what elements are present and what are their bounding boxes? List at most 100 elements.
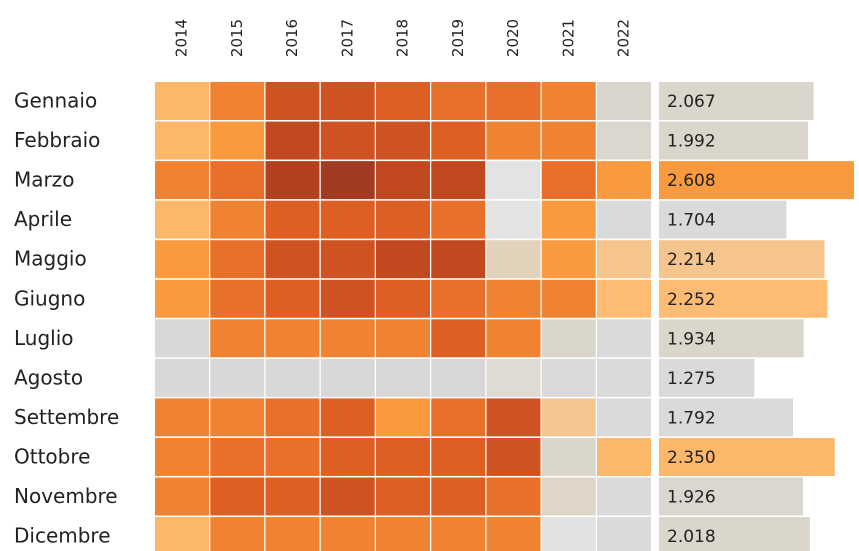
year-label: 2021 bbox=[559, 19, 577, 57]
month-label: Giugno bbox=[14, 286, 85, 310]
month-label: Aprile bbox=[14, 207, 72, 231]
heat-cell bbox=[376, 161, 430, 200]
year-label: 2022 bbox=[615, 19, 633, 57]
heat-cell bbox=[541, 437, 596, 476]
bar-label: 2.067 bbox=[667, 92, 716, 112]
heat-cell bbox=[210, 161, 265, 200]
heat-cell bbox=[597, 200, 651, 239]
heat-cell bbox=[210, 121, 265, 160]
heat-cell bbox=[486, 437, 541, 476]
month-label: Ottobre bbox=[14, 444, 90, 468]
heat-cell bbox=[265, 121, 320, 160]
bar bbox=[659, 240, 825, 279]
heat-cell bbox=[431, 161, 486, 200]
heat-cell bbox=[155, 358, 209, 397]
heat-cell bbox=[541, 358, 596, 397]
heat-cell bbox=[265, 358, 320, 397]
heat-cell bbox=[320, 398, 375, 437]
heat-cell bbox=[210, 358, 265, 397]
bar-label: 2.350 bbox=[667, 448, 716, 468]
heat-cell bbox=[431, 398, 486, 437]
heat-cell bbox=[597, 319, 651, 358]
heat-cell bbox=[486, 240, 541, 279]
bar bbox=[659, 82, 814, 120]
heat-cell bbox=[597, 358, 651, 397]
heat-cell bbox=[431, 121, 486, 160]
heat-cell bbox=[320, 279, 375, 318]
heat-cell bbox=[431, 82, 486, 120]
heat-cell bbox=[210, 279, 265, 318]
month-label: Luglio bbox=[14, 326, 74, 350]
heat-cell bbox=[541, 279, 596, 318]
bar-label: 1.792 bbox=[667, 408, 716, 428]
bar-label: 2.608 bbox=[667, 171, 716, 191]
heat-cell bbox=[320, 200, 375, 239]
month-label: Gennaio bbox=[14, 89, 97, 113]
bar-label: 2.214 bbox=[667, 250, 716, 270]
bar-label: 1.704 bbox=[667, 211, 716, 231]
heat-cell bbox=[320, 121, 375, 160]
heat-cell bbox=[265, 279, 320, 318]
heat-cell bbox=[376, 477, 430, 516]
heat-cell bbox=[210, 200, 265, 239]
heat-cell bbox=[486, 161, 541, 200]
heat-cell bbox=[210, 82, 265, 120]
heat-cell bbox=[320, 517, 375, 551]
heat-cell bbox=[431, 279, 486, 318]
heat-cell bbox=[155, 279, 209, 318]
month-label: Maggio bbox=[14, 247, 87, 271]
month-label: Febbraio bbox=[14, 128, 100, 152]
heat-cell bbox=[155, 437, 209, 476]
heat-cell bbox=[376, 517, 430, 551]
bar bbox=[659, 517, 810, 551]
heat-cell bbox=[376, 319, 430, 358]
year-label: 2016 bbox=[283, 19, 301, 57]
bar bbox=[659, 200, 787, 239]
heat-cell bbox=[431, 200, 486, 239]
heat-cell bbox=[486, 319, 541, 358]
heat-cell bbox=[155, 319, 209, 358]
bar bbox=[659, 477, 804, 516]
heat-cell bbox=[320, 437, 375, 476]
bar bbox=[659, 358, 755, 397]
heat-cell bbox=[431, 437, 486, 476]
heat-cell bbox=[265, 437, 320, 476]
heat-cell bbox=[155, 398, 209, 437]
bar bbox=[659, 121, 808, 160]
heat-cell bbox=[486, 82, 541, 120]
heat-cell bbox=[210, 319, 265, 358]
heat-cell bbox=[486, 121, 541, 160]
year-label: 2017 bbox=[338, 19, 356, 57]
month-label: Agosto bbox=[14, 365, 83, 389]
heat-cell bbox=[155, 477, 209, 516]
bar-label: 1.275 bbox=[667, 369, 716, 389]
heat-cell bbox=[210, 398, 265, 437]
heat-cell bbox=[155, 121, 209, 160]
heat-cell bbox=[486, 279, 541, 318]
heat-cell bbox=[597, 437, 651, 476]
heat-cell bbox=[265, 82, 320, 120]
heat-cell bbox=[376, 358, 430, 397]
bar bbox=[659, 319, 804, 358]
year-label: 2020 bbox=[504, 19, 522, 57]
heat-cell bbox=[541, 161, 596, 200]
bar-label: 1.934 bbox=[667, 329, 716, 349]
heat-cell bbox=[431, 240, 486, 279]
year-label: 2014 bbox=[173, 19, 191, 57]
heat-cell bbox=[597, 517, 651, 551]
heat-cell bbox=[376, 82, 430, 120]
month-label: Novembre bbox=[14, 484, 118, 508]
heat-cell bbox=[155, 240, 209, 279]
heat-cell bbox=[265, 200, 320, 239]
heat-cell bbox=[210, 437, 265, 476]
heat-cell bbox=[376, 279, 430, 318]
heat-cell bbox=[541, 319, 596, 358]
heat-cell bbox=[597, 240, 651, 279]
heat-cell bbox=[320, 358, 375, 397]
heat-cell bbox=[320, 82, 375, 120]
heat-cell bbox=[376, 398, 430, 437]
bar bbox=[659, 161, 854, 200]
heat-cell bbox=[320, 161, 375, 200]
heat-cell bbox=[486, 358, 541, 397]
bar bbox=[659, 279, 828, 318]
